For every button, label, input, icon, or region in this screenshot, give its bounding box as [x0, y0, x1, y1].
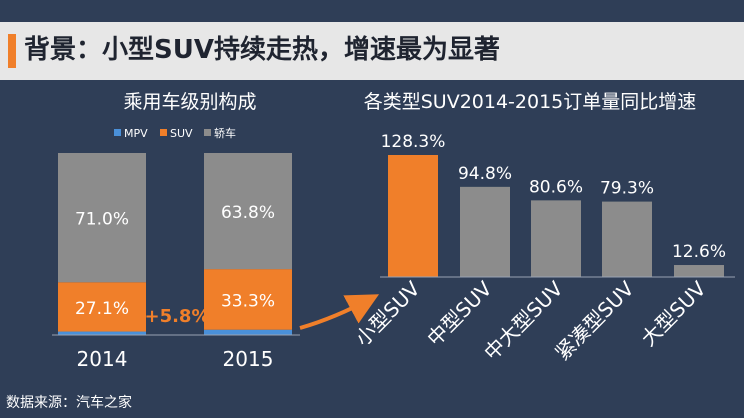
bar-2014-轿车 — [58, 153, 146, 283]
x-label-小型SUV: 小型SUV — [350, 276, 424, 350]
x-label-2014: 2014 — [77, 347, 128, 371]
legend-swatch-轿车 — [204, 129, 211, 136]
title-bar — [0, 22, 744, 80]
legend-swatch-MPV — [114, 129, 121, 136]
growth-chart-title: 各类型SUV2014-2015订单量同比增速 — [364, 91, 697, 113]
legend-label-SUV: SUV — [170, 127, 193, 140]
label-2015-SUV: 33.3% — [221, 291, 275, 311]
x-label-大型SUV: 大型SUV — [636, 276, 710, 350]
legend-label-MPV: MPV — [124, 127, 148, 140]
bar-中型SUV — [460, 186, 510, 277]
bar-大型SUV — [674, 265, 724, 277]
bar-2014-MPV — [58, 331, 146, 335]
stacked-chart-title: 乘用车级别构成 — [123, 91, 256, 113]
bar-2015-MPV — [204, 329, 292, 335]
x-label-2015: 2015 — [223, 347, 274, 371]
arrow-icon — [299, 294, 380, 330]
stacked-x-labels: 2014 2015 — [77, 347, 274, 371]
bar-2014-SUV — [58, 282, 146, 332]
value-label-小型SUV: 128.3% — [381, 132, 446, 152]
title-accent — [8, 34, 16, 68]
growth-bars: 128.3% 94.8% 80.6% 79.3% 12.6% — [381, 132, 726, 277]
value-label-大型SUV: 12.6% — [672, 242, 726, 262]
label-2014-SUV: 27.1% — [75, 299, 129, 319]
page-title: 背景：小型SUV持续走热，增速最为显著 — [24, 35, 500, 65]
label-2015-轿车: 63.8% — [221, 203, 275, 223]
bar-2015-SUV — [204, 269, 292, 330]
legend-label-轿车: 轿车 — [214, 126, 236, 140]
value-label-中型SUV: 94.8% — [458, 164, 512, 184]
legend-swatch-SUV — [160, 129, 167, 136]
value-label-中大型SUV: 80.6% — [529, 177, 583, 197]
value-label-紧凑型SUV: 79.3% — [600, 179, 654, 199]
data-source-note: 数据来源：汽车之家 — [6, 395, 132, 411]
bar-小型SUV — [388, 155, 438, 277]
bar-中大型SUV — [531, 200, 581, 277]
bar-2015-轿车 — [204, 153, 292, 270]
stacked-bars: 27.1% 71.0% 33.3% 63.8% — [58, 153, 292, 335]
stacked-chart-legend: MPV SUV 轿车 — [114, 126, 236, 140]
bar-紧凑型SUV — [602, 201, 652, 277]
suv-growth-annotation: +5.8% — [144, 306, 209, 327]
label-2014-轿车: 71.0% — [75, 210, 129, 230]
x-label-中型SUV: 中型SUV — [422, 276, 496, 350]
